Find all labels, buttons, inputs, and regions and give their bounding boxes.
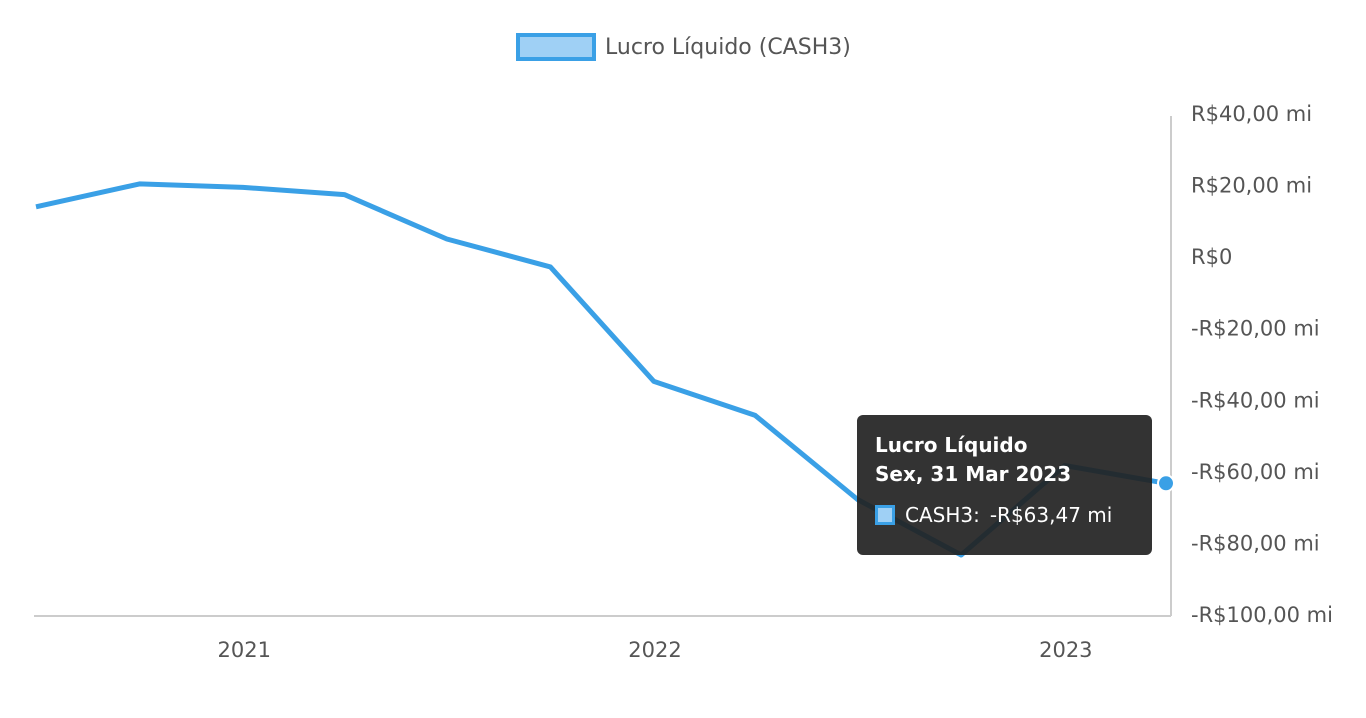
y-tick-label: -R$60,00 mi — [1191, 460, 1320, 484]
x-tick-label: 2021 — [217, 638, 270, 662]
tooltip-value: -R$63,47 mi — [989, 503, 1113, 527]
y-tick-label: -R$80,00 mi — [1191, 531, 1320, 555]
hovered-data-point[interactable] — [1157, 474, 1175, 493]
y-tick-label: -R$100,00 mi — [1191, 603, 1333, 627]
x-tick-label: 2023 — [1039, 638, 1092, 662]
y-tick-label: R$0 — [1191, 245, 1232, 269]
tooltip-date: Sex, 31 Mar 2023 — [875, 462, 1072, 486]
x-tick-labels: 2021 2022 2023 — [217, 638, 1092, 662]
tooltip: Lucro Líquido Sex, 31 Mar 2023 CASH3: -R… — [857, 415, 1152, 555]
y-tick-label: -R$20,00 mi — [1191, 317, 1320, 341]
legend[interactable]: Lucro Líquido (CASH3) — [516, 33, 851, 61]
tooltip-series-label: CASH3: — [905, 503, 980, 527]
legend-label[interactable]: Lucro Líquido (CASH3) — [605, 35, 851, 60]
y-tick-label: R$40,00 mi — [1191, 102, 1312, 126]
y-tick-label: -R$40,00 mi — [1191, 388, 1320, 412]
x-tick-label: 2022 — [628, 638, 681, 662]
legend-swatch[interactable] — [516, 33, 596, 61]
tooltip-swatch — [875, 505, 895, 525]
tooltip-title: Lucro Líquido — [875, 433, 1028, 457]
tooltip-row: CASH3: -R$63,47 mi — [875, 503, 1134, 527]
y-tick-label: R$20,00 mi — [1191, 174, 1312, 198]
y-tick-labels: R$40,00 mi R$20,00 mi R$0 -R$20,00 mi -R$40,… — [1191, 102, 1333, 627]
